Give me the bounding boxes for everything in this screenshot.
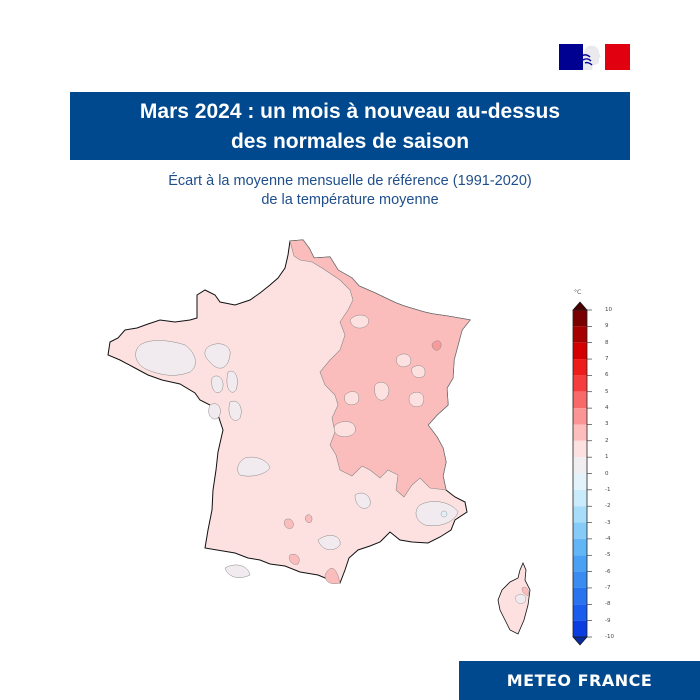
legend-tick: 1 (605, 454, 609, 461)
legend-tick: 3 (605, 421, 609, 428)
republique-francaise-logo (559, 44, 630, 70)
legend-tick: 10 (605, 307, 612, 313)
flag-red (605, 44, 630, 70)
flag-white (580, 44, 605, 70)
title-banner: Mars 2024 : un mois à nouveau au-dessus … (70, 92, 630, 160)
page-title-line2: des normales de saison (230, 130, 470, 153)
meteo-france-brand: METEO FRANCE (459, 661, 700, 700)
france-mainland (107, 239, 471, 584)
subtitle-line2: de la température moyenne (261, 192, 439, 208)
legend-tick: -8 (605, 601, 611, 608)
legend-tick: -6 (605, 568, 611, 575)
legend-tick: -9 (605, 617, 611, 624)
legend-tick: -5 (605, 552, 611, 559)
corsica (497, 561, 531, 635)
brand-label: METEO FRANCE (506, 671, 653, 690)
legend-tick: -2 (605, 503, 611, 510)
legend-tick: -7 (605, 584, 611, 591)
legend-unit-label: °C (574, 289, 582, 296)
legend-colorbar (572, 301, 592, 646)
legend-tick: 9 (605, 323, 609, 330)
legend-tick: -1 (605, 486, 611, 493)
legend-tick: 0 (605, 470, 609, 477)
flag-blue (559, 44, 583, 70)
legend-tick: 4 (605, 405, 609, 412)
legend-tick: -3 (605, 519, 611, 526)
legend-tick: 5 (605, 388, 609, 395)
page-title-line1: Mars 2024 : un mois à nouveau au-dessus (139, 100, 561, 123)
subtitle-line1: Écart à la moyenne mensuelle de référenc… (168, 173, 532, 189)
legend-tick: 8 (605, 339, 609, 346)
legend-tick: 6 (605, 372, 609, 379)
legend-tick: -10 (605, 634, 614, 640)
legend-tick: -4 (605, 535, 611, 542)
legend-tick: 7 (605, 356, 609, 363)
subtitle: Écart à la moyenne mensuelle de référenc… (70, 172, 630, 210)
legend-tick: 2 (605, 437, 609, 444)
